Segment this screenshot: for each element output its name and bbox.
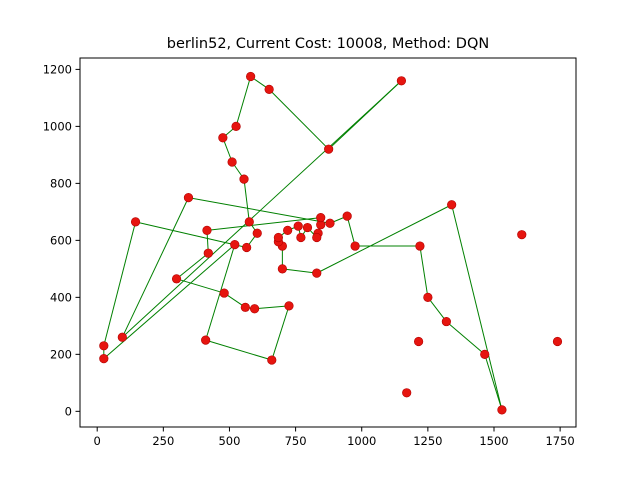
route-segment [282,268,317,274]
city-point [201,335,211,345]
city-point [202,225,212,235]
y-tick-label: 600 [50,233,72,247]
city-point [267,355,277,365]
city-point [325,218,335,228]
city-point [342,211,352,221]
city-point [396,76,407,86]
route-segment [451,204,503,411]
y-tick-label: 400 [50,290,72,304]
route-segment [121,80,402,338]
route-segment [446,321,486,355]
x-tick-label: 1250 [413,434,442,448]
y-tick-label: 0 [65,404,72,418]
city-point [171,274,182,284]
city-point [350,241,360,251]
city-point [414,336,424,347]
route-segment [254,305,290,310]
route-segment [206,217,321,231]
city-point [552,336,563,347]
route-segment [271,305,290,361]
city-point [246,71,256,82]
city-point [240,302,250,312]
route-segment [316,204,452,274]
x-tick-label: 0 [94,434,101,448]
route-segment [121,197,189,338]
city-point [273,232,284,243]
route-segment [205,339,272,361]
route-segment [427,297,447,322]
city-point [312,232,322,243]
city-point [230,240,240,250]
route-segment [235,76,252,127]
city-point [293,221,303,231]
city-point [264,84,274,94]
x-tick-label: 500 [218,434,240,448]
city-point [402,388,412,398]
route-segment [346,216,356,247]
x-tick-label: 750 [285,434,307,448]
city-point [117,332,127,342]
city-point [316,212,326,223]
city-point [239,174,249,184]
route-segment [176,278,225,294]
city-point [249,304,260,314]
x-tick-label: 1500 [479,434,508,448]
city-point [203,248,213,258]
city-point [277,264,287,274]
city-point [99,341,109,351]
city-point [242,242,252,253]
x-tick-label: 250 [152,434,174,448]
plot-area: 0 250 500 750 1000 1250 1500 1750 0 200 400 600 800 1… [43,57,577,448]
route-segment [268,88,330,150]
city-point [99,354,109,364]
x-tick-label: 1000 [347,434,376,448]
y-tick-label: 1000 [43,119,72,133]
y-tick-label: 800 [50,176,72,190]
city-point [415,241,425,251]
city-point [497,405,507,415]
city-point [227,157,237,167]
axes-frame [79,57,577,428]
city-point [423,292,433,302]
route-segment [243,179,250,222]
city-point [219,288,229,298]
city-point [324,144,334,154]
city-point [218,133,228,143]
route-segment [484,354,503,411]
city-point [447,200,457,210]
city-point [517,230,527,240]
city-point [296,232,306,243]
city-point [183,193,194,203]
city-point [252,228,262,238]
route-segment [103,221,137,346]
city-point [130,217,141,227]
city-point [244,217,254,227]
route-segment [419,245,429,298]
city-point [441,316,451,327]
city-point [302,222,313,233]
city-point [283,225,293,235]
city-point [231,121,241,131]
y-tick-label: 200 [50,347,72,361]
route-segment [176,252,209,280]
chart-title: berlin52, Current Cost: 10008, Method: D… [167,36,489,52]
y-tick-label: 1200 [43,62,72,76]
city-point [284,301,294,311]
x-tick-label: 1750 [545,434,574,448]
city-point [480,349,490,359]
route-segment [135,221,247,248]
city-point [312,268,322,278]
